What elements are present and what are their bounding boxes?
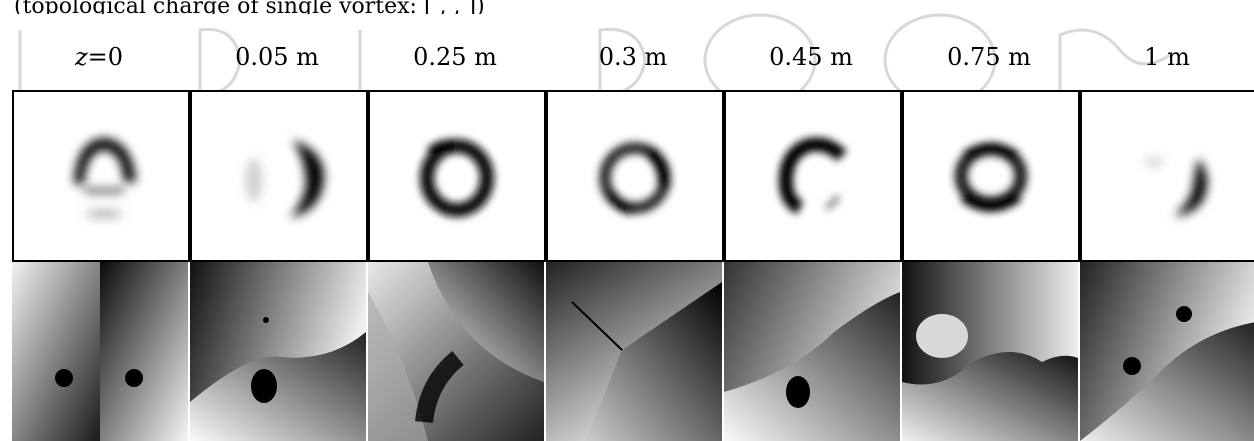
column-label-0-3m: 0.3 m xyxy=(598,43,668,71)
phase-map-0-75m xyxy=(902,262,1078,441)
intensity-image-1m xyxy=(1080,90,1254,262)
phase-map-0-45m xyxy=(724,262,900,441)
intensity-image-0-05m xyxy=(190,90,368,262)
phase-map-z0 xyxy=(12,262,188,441)
variable-z: z xyxy=(74,43,88,71)
intensity-image-z0 xyxy=(12,90,190,262)
intensity-image-0-45m xyxy=(724,90,902,262)
column-label-z0: z=0 xyxy=(10,43,188,71)
intensity-image-0-75m xyxy=(902,90,1080,262)
caption-fragment: (topological charge of single vortex: [ … xyxy=(0,0,1254,14)
phase-map-0-05m xyxy=(190,262,366,441)
column-label-0-05m: 0.05 m xyxy=(235,43,319,71)
phase-map-0-25m xyxy=(368,262,544,441)
label-value: =0 xyxy=(87,43,124,71)
column-label-1m: 1 m xyxy=(1144,43,1190,71)
phase-map-0-3m xyxy=(546,262,722,441)
column-label-0-75m: 0.75 m xyxy=(947,43,1031,71)
caption-fragment-text: (topological charge of single vortex: [ … xyxy=(14,0,485,14)
intensity-image-0-3m xyxy=(546,90,724,262)
column-label-0-45m: 0.45 m xyxy=(769,43,853,71)
phase-map-1m xyxy=(1080,262,1254,441)
column-label-0-25m: 0.25 m xyxy=(413,43,497,71)
intensity-image-0-25m xyxy=(368,90,546,262)
